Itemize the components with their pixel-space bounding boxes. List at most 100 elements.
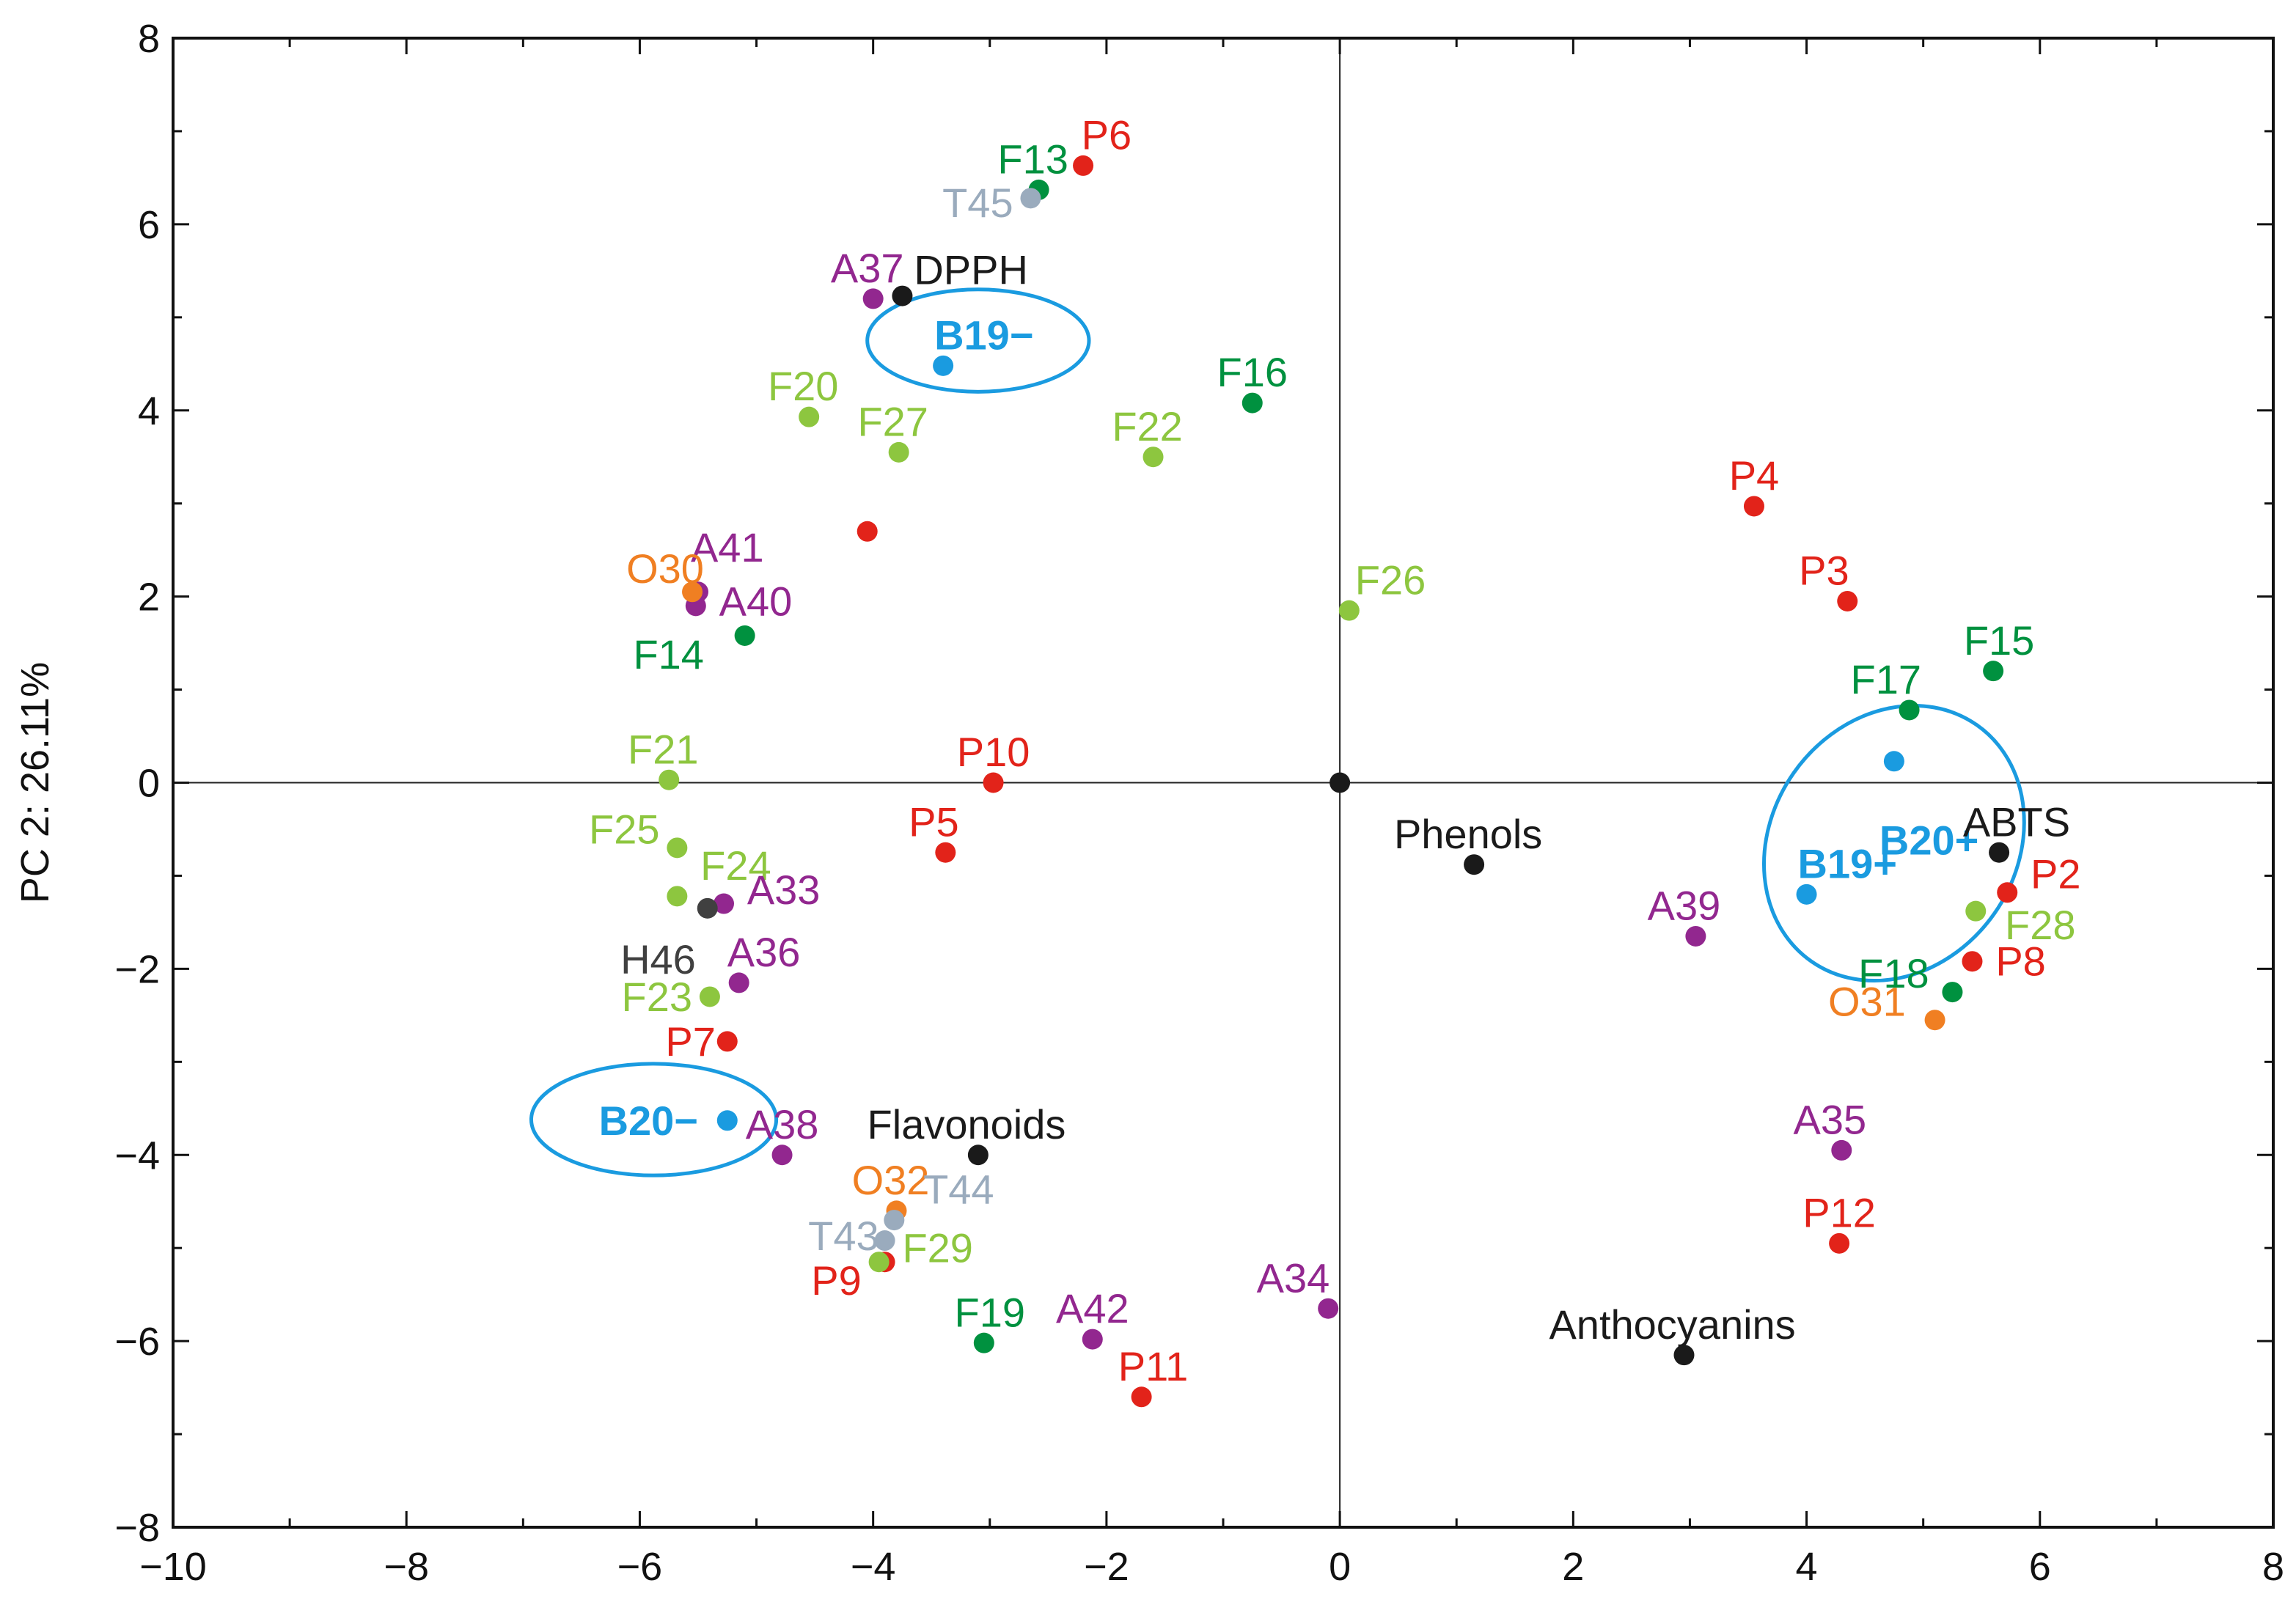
point-label: B20+	[1879, 817, 1978, 864]
point-label: F14	[633, 631, 704, 677]
point-A39	[1685, 925, 1706, 947]
point-P8	[1962, 951, 1983, 972]
point-label: A33	[747, 867, 821, 913]
point-label: F29	[902, 1225, 973, 1271]
x-tick-label: 4	[1796, 1545, 1818, 1589]
point-O31	[1924, 1010, 1945, 1031]
point-F27	[888, 441, 909, 463]
highlight-ellipses	[529, 287, 2026, 1177]
point-P2	[1997, 882, 2018, 903]
point-label: F28	[2005, 902, 2076, 948]
point-F19	[973, 1332, 994, 1353]
point-P12	[1829, 1232, 1850, 1254]
y-tick-label: 2	[138, 576, 160, 620]
highlight-ellipse	[529, 1062, 779, 1177]
point-label: P2	[2031, 850, 2081, 897]
x-tick-label: 6	[2029, 1545, 2051, 1589]
point-A38	[771, 1144, 793, 1166]
point-P3	[1837, 590, 1858, 611]
point-F26	[1338, 600, 1360, 621]
point-H46	[697, 897, 718, 919]
point-label: P8	[1995, 938, 2046, 985]
point-label: F23	[622, 974, 693, 1020]
x-tick-label: −2	[1084, 1545, 1129, 1589]
point-B19+	[1796, 883, 1817, 905]
point-T43	[874, 1230, 895, 1252]
point-label: F20	[768, 363, 839, 409]
point-P1	[857, 521, 878, 542]
point-label: DPPH	[914, 247, 1028, 293]
point-A36	[728, 972, 749, 993]
y-axis-label: PC 2: 26.11%	[13, 662, 57, 903]
x-tick-label: −10	[139, 1545, 207, 1589]
point-label: T44	[923, 1166, 994, 1213]
point-F16	[1241, 392, 1263, 414]
point-label: P4	[1729, 452, 1780, 499]
point-F14	[734, 625, 755, 646]
point-A33	[714, 893, 735, 914]
point-label: F27	[857, 398, 928, 444]
point-F22	[1143, 447, 1164, 468]
point-label: Flavonoids	[868, 1101, 1066, 1147]
highlight-ellipse	[1762, 704, 2026, 983]
point-label: P3	[1799, 548, 1849, 594]
point-P6	[1073, 155, 1094, 176]
point-label: P7	[665, 1018, 716, 1065]
y-tick-label: −6	[114, 1320, 160, 1364]
point-P10	[983, 772, 1004, 793]
point-F18	[1942, 982, 1963, 1003]
point-label: F17	[1851, 656, 1922, 702]
point-label: P11	[1118, 1343, 1188, 1389]
point-T45	[1020, 188, 1041, 209]
point-F24	[667, 886, 688, 907]
point-Phenols	[1464, 854, 1485, 875]
point-label: T43	[808, 1213, 879, 1259]
point-P4	[1743, 496, 1764, 517]
point-label: F13	[997, 136, 1068, 183]
point-label: P10	[957, 729, 1030, 775]
point-ABTS	[1989, 842, 2010, 863]
point-O30	[682, 581, 703, 603]
point-F23	[699, 986, 720, 1007]
point-A34	[1318, 1298, 1339, 1319]
point-label: A37	[831, 245, 904, 291]
point-label: F24	[700, 842, 771, 889]
point-B19−	[933, 355, 954, 376]
point-F20	[799, 406, 820, 427]
point-F25	[667, 837, 688, 859]
point-label: P12	[1802, 1189, 1876, 1235]
point-label: F16	[1217, 349, 1288, 395]
point-F29	[868, 1252, 890, 1273]
highlight-ellipse	[865, 287, 1091, 394]
point-T44	[884, 1210, 905, 1231]
point-label: B19+	[1798, 840, 1897, 886]
y-tick-label: 4	[138, 389, 160, 433]
point-label: F25	[589, 806, 660, 852]
point-F17	[1899, 699, 1920, 721]
point-label: A36	[727, 929, 801, 975]
point-label: F22	[1112, 403, 1183, 449]
point-B20−	[716, 1110, 738, 1131]
point-label: P5	[909, 798, 959, 845]
point-P5	[935, 842, 956, 863]
y-tick-label: −8	[114, 1506, 160, 1550]
x-tick-label: −4	[851, 1545, 896, 1589]
point-label: A39	[1648, 883, 1721, 929]
y-tick-label: 8	[138, 17, 160, 61]
point-F15	[1983, 661, 2004, 682]
x-tick-label: 2	[1562, 1545, 1584, 1589]
point-label: O30	[626, 545, 704, 592]
point-P7	[716, 1031, 738, 1052]
point-labels: P1P2P3P4P5P6P7P8P9P10P11P12F13F14F15F16F…	[589, 112, 2081, 1389]
x-tick-label: 0	[1329, 1545, 1351, 1589]
point-B20+	[1883, 751, 1904, 772]
point-label: A40	[719, 578, 793, 624]
x-tick-label: −8	[384, 1545, 429, 1589]
point-A37	[862, 288, 884, 309]
point-label: Anthocyanins	[1549, 1301, 1795, 1348]
point-label: A42	[1056, 1285, 1129, 1331]
point-label: A41	[691, 524, 764, 570]
y-tick-label: −2	[114, 947, 160, 991]
